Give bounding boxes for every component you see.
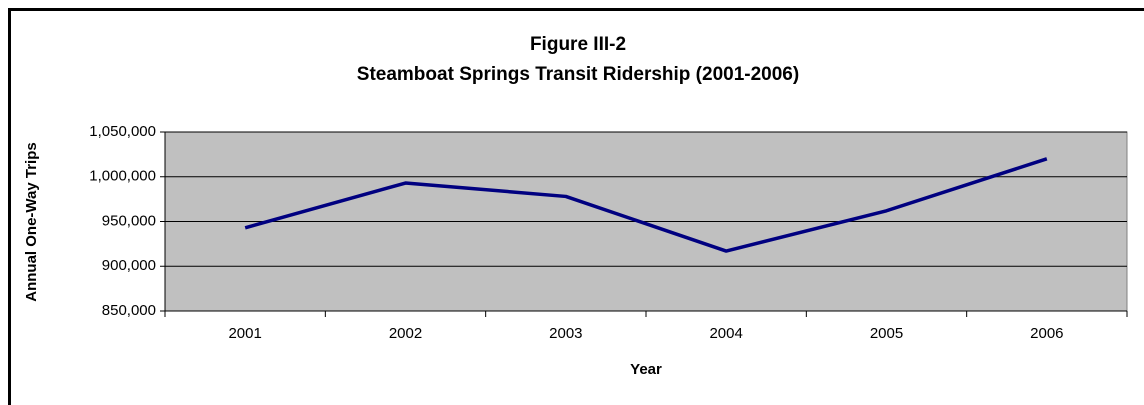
- y-tick-label: 1,050,000: [89, 123, 156, 140]
- chart-title: Figure III-2: [530, 34, 626, 55]
- x-tick-label: 2002: [389, 325, 422, 342]
- x-tick-label: 2006: [1030, 325, 1063, 342]
- y-tick-label: 1,000,000: [89, 168, 156, 185]
- x-tick-label: 2005: [870, 325, 903, 342]
- y-tick-label: 850,000: [102, 302, 156, 319]
- data-line: [244, 157, 1048, 253]
- y-axis-label: Annual One-Way Trips: [23, 142, 40, 301]
- x-tick-label: 2003: [549, 325, 582, 342]
- y-tick-label: 950,000: [102, 212, 156, 229]
- x-tick-label: 2004: [709, 325, 742, 342]
- x-tick-label: 2001: [228, 325, 261, 342]
- x-axis-label: Year: [630, 361, 662, 378]
- chart-subtitle: Steamboat Springs Transit Ridership (200…: [357, 64, 799, 85]
- y-tick-label: 900,000: [102, 257, 156, 274]
